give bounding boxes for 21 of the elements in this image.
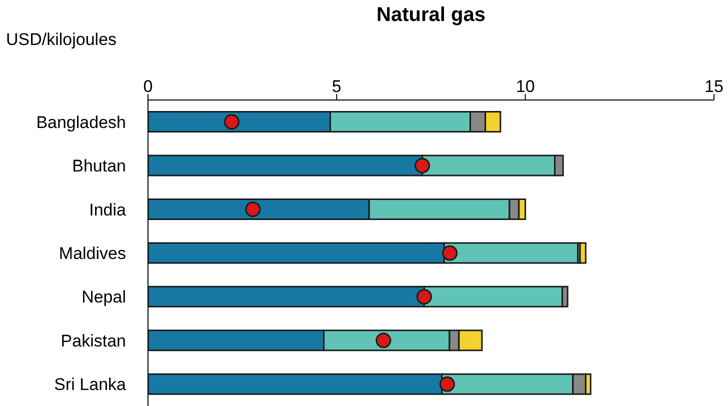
point (245, 202, 261, 218)
point (442, 245, 458, 261)
y-tick-label: Sri Lanka (54, 375, 127, 394)
point (439, 376, 455, 392)
y-tick-label: Maldives (58, 244, 126, 264)
x-tick-label: 10 (516, 77, 535, 96)
y-tick-label: Nepal (82, 288, 126, 307)
point (224, 114, 240, 130)
x-tick-label: 15 (704, 77, 724, 96)
point (376, 332, 392, 348)
y-tick-label: Bhutan (72, 156, 126, 176)
point (416, 288, 432, 304)
x-tick-label: 5 (332, 77, 342, 96)
y-tick-label: India (89, 200, 127, 220)
y-tick-label: Pakistan (60, 331, 126, 350)
x-axis-title: USD/kilojoules (6, 30, 117, 50)
chart-title: Natural gas (376, 4, 486, 27)
y-tick-label: Bangladesh (36, 112, 126, 132)
point (414, 158, 430, 174)
x-tick-label: 0 (143, 77, 153, 96)
bar (579, 242, 586, 264)
